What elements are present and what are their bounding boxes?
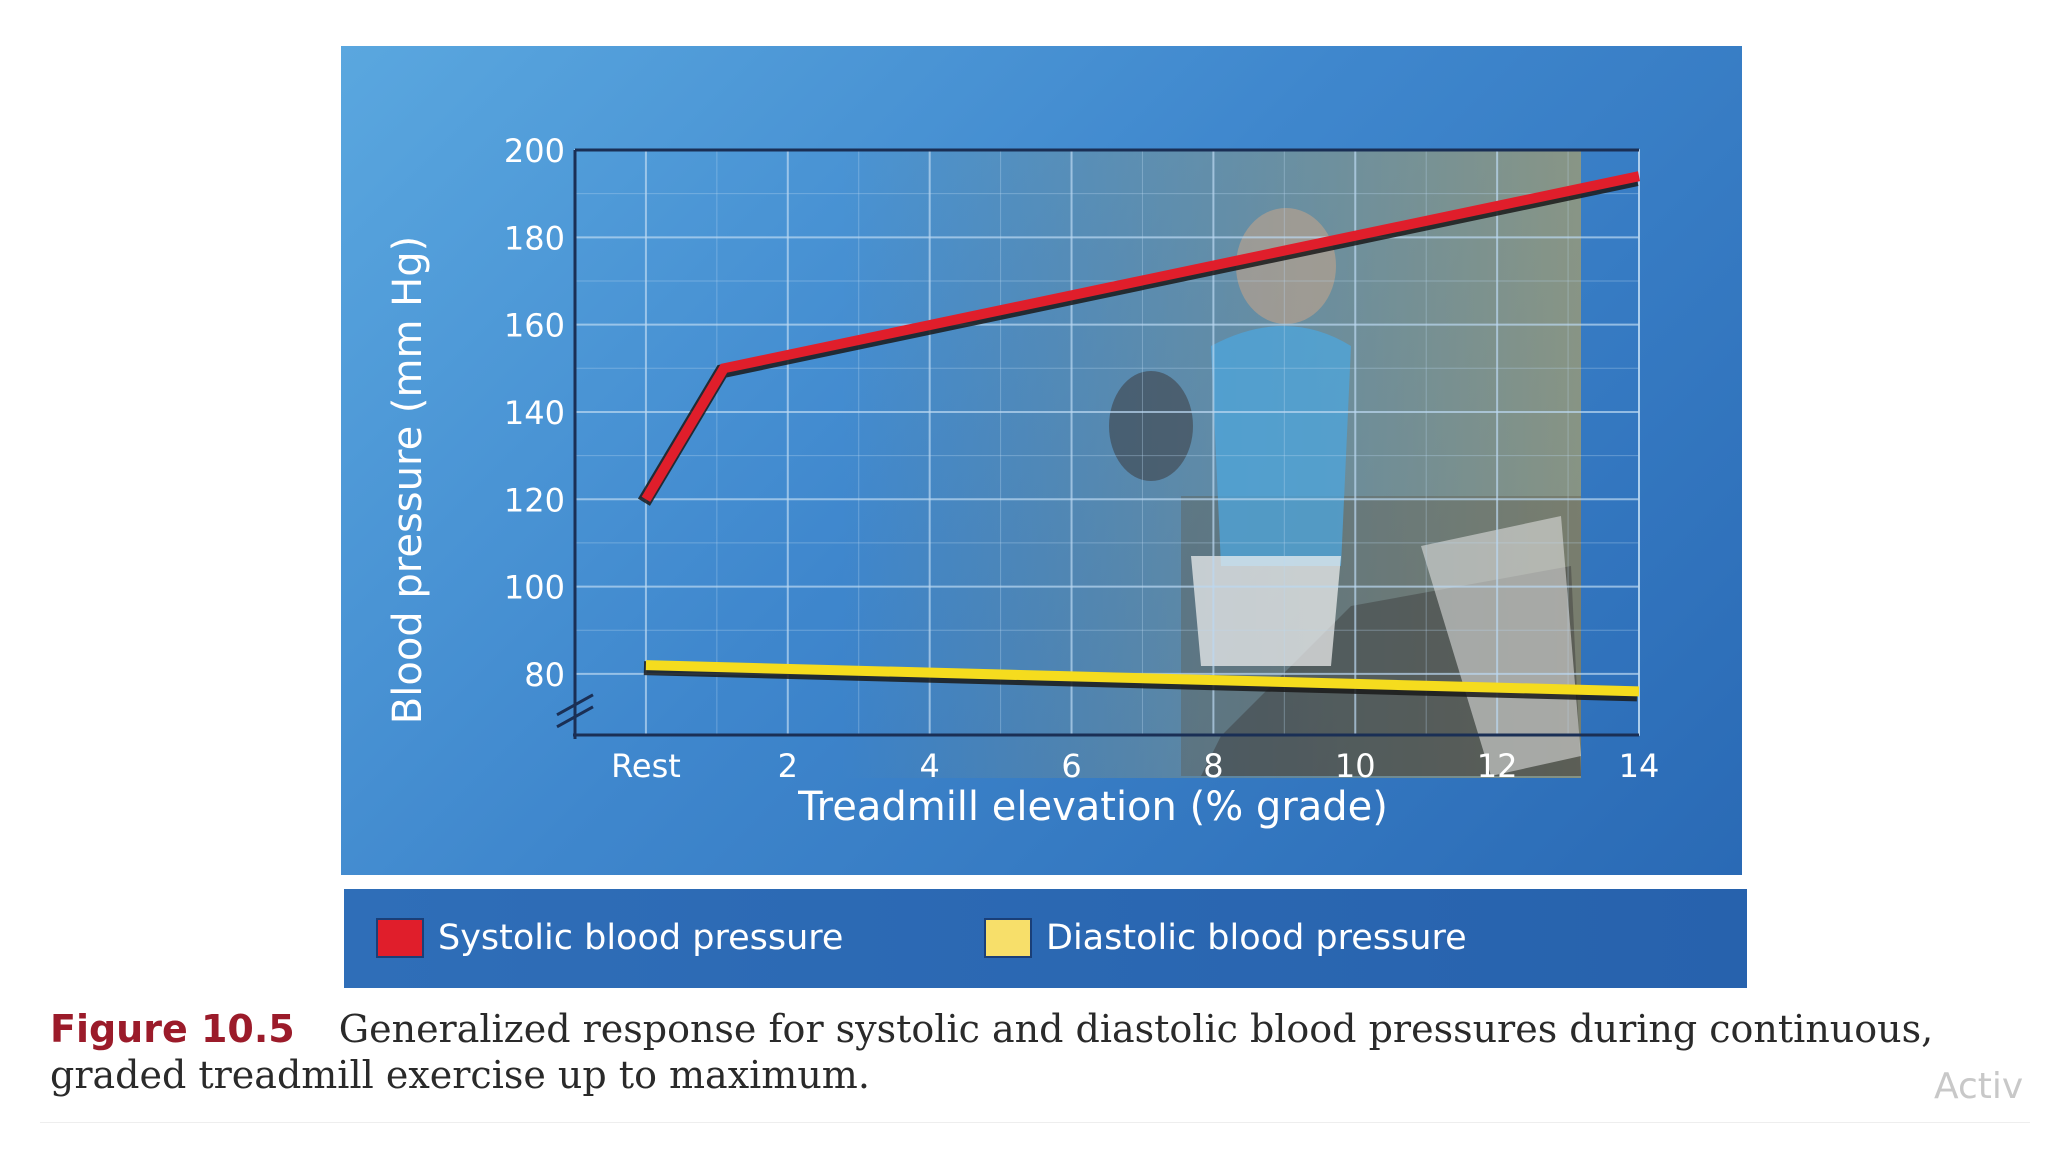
legend-item-systolic: Systolic blood pressure xyxy=(376,916,843,960)
diastolic-swatch xyxy=(984,918,1032,958)
x-tick-label: 12 xyxy=(1477,747,1518,785)
figure-caption: Figure 10.5 Generalized response for syst… xyxy=(50,1006,2030,1098)
x-tick-label: 2 xyxy=(778,747,798,785)
legend-item-diastolic: Diastolic blood pressure xyxy=(984,916,1467,960)
x-tick-label: 6 xyxy=(1061,747,1081,785)
y-tick-label: 100 xyxy=(504,569,565,607)
legend-label-diastolic: Diastolic blood pressure xyxy=(1046,918,1467,958)
chart-panel: 80 100 120 140 160 180 200 Rest 2 4 6 8 10 12 14 Tread… xyxy=(341,46,1742,875)
legend: Systolic blood pressure Diastolic blood … xyxy=(344,889,1747,988)
blood-pressure-chart: 80 100 120 140 160 180 200 Rest 2 4 6 8 10 12 14 Tread… xyxy=(385,132,1660,830)
x-tick-label: 14 xyxy=(1619,747,1660,785)
y-tick-label: 160 xyxy=(504,307,565,345)
y-tick-label: 200 xyxy=(504,132,565,170)
x-tick-label: 10 xyxy=(1335,747,1376,785)
figure-number: Figure 10.5 xyxy=(50,1007,295,1051)
bottom-divider xyxy=(40,1122,2030,1123)
x-tick-label: 4 xyxy=(919,747,939,785)
caption-text: Generalized response for systolic and di… xyxy=(50,1007,1934,1097)
activation-watermark: Activ xyxy=(1934,1066,2024,1107)
y-axis-title: Blood pressure (mm Hg) xyxy=(385,236,431,724)
y-tick-label: 120 xyxy=(504,481,565,519)
legend-label-systolic: Systolic blood pressure xyxy=(438,918,844,958)
x-axis-title: Treadmill elevation (% grade) xyxy=(797,784,1388,830)
axis-break-mark xyxy=(556,693,594,717)
axis-break-mark xyxy=(556,705,594,729)
x-tick-label: Rest xyxy=(611,747,681,785)
systolic-blood-pressure-line xyxy=(641,171,1641,502)
y-tick-label: 180 xyxy=(504,219,565,257)
y-tick-label: 140 xyxy=(504,394,565,432)
systolic-swatch xyxy=(376,918,424,958)
diastolic-blood-pressure-line xyxy=(645,660,1640,697)
y-tick-label: 80 xyxy=(524,656,565,694)
x-tick-label: 8 xyxy=(1203,747,1223,785)
